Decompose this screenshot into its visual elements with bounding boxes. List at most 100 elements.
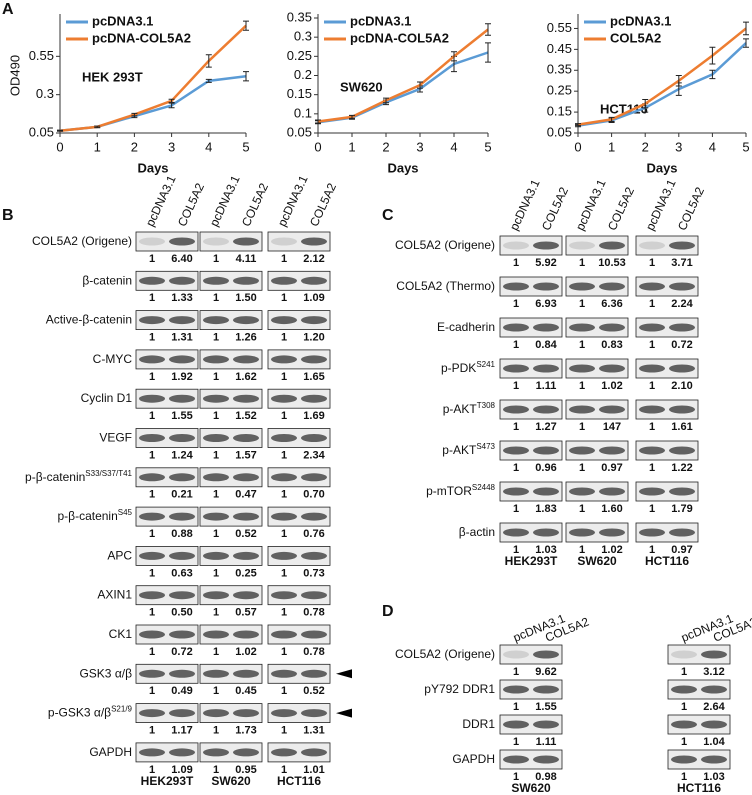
quantification: 6.93 (535, 298, 556, 310)
blot-band (503, 446, 529, 455)
quantification: 1.69 (303, 410, 324, 422)
y-tick-label: 0.1 (294, 105, 312, 120)
quantification: 1.22 (671, 462, 692, 474)
protein-label: C-MYC (93, 352, 133, 366)
blot-band (599, 528, 625, 537)
blot-band (569, 487, 595, 496)
blot-frame (499, 714, 563, 735)
error-bar (608, 116, 615, 122)
quantification: 3.71 (671, 257, 692, 269)
lane-label: COL5A2 (175, 181, 207, 229)
series-line (59, 24, 247, 132)
blot-frame (499, 522, 563, 543)
blot-band (671, 650, 697, 659)
blot-band (533, 685, 559, 694)
error-bar (168, 98, 175, 103)
quantification: 0.76 (303, 528, 324, 540)
quantification: 1 (579, 339, 585, 351)
blot-band (503, 241, 529, 250)
panel-letter: A (2, 1, 14, 18)
quantification: 1 (213, 725, 219, 737)
blot-frame (667, 714, 731, 735)
protein-name: β-catenin (82, 273, 132, 287)
panel-letter: B (2, 207, 14, 224)
quantification: 1.57 (235, 449, 256, 461)
quantification: 0.97 (671, 544, 692, 556)
blot-frame (635, 276, 699, 297)
blot-band (503, 487, 529, 496)
blot-frame (267, 231, 331, 252)
blot-frame (135, 506, 199, 527)
quantification: 1 (149, 567, 155, 579)
quantification: 1 (281, 528, 287, 540)
quantification: 1 (513, 257, 519, 269)
protein-label: p-mTORS2448 (426, 483, 495, 499)
x-tick-label: 3 (675, 139, 682, 154)
x-tick-label: 1 (94, 139, 101, 154)
quantification: 1 (213, 410, 219, 422)
x-tick-label: 4 (709, 139, 716, 154)
quantification: 1.09 (171, 764, 192, 776)
blot-band (639, 446, 665, 455)
blot-band (203, 434, 229, 442)
blot-band (203, 355, 229, 364)
x-tick-label: 4 (205, 139, 212, 154)
quantification: 1.02 (601, 544, 622, 556)
y-tick-label: 0.25 (547, 83, 572, 98)
quantification: 0.98 (535, 771, 556, 783)
blot-band (599, 323, 625, 332)
blot-frame (135, 310, 199, 331)
blot-band (139, 276, 165, 285)
quantification: 1 (213, 685, 219, 697)
quantification: 1.61 (671, 421, 692, 433)
error-bar (709, 46, 716, 65)
quantification: 1 (149, 371, 155, 383)
quantification: 6.40 (171, 253, 192, 265)
quantification: 0.88 (171, 528, 192, 540)
x-tick-label: 2 (382, 139, 389, 154)
x-tick-label: 3 (416, 139, 423, 154)
blot-band (169, 473, 195, 482)
protein-site: S21/9 (111, 704, 132, 713)
protein-label: COL5A2 (Origene) (395, 647, 495, 661)
quantification: 0.78 (303, 646, 324, 658)
blot-frame (565, 481, 629, 502)
quantification: 1 (213, 371, 219, 383)
blot-frame (667, 749, 731, 770)
blot-band (233, 237, 259, 246)
x-tick-label: 5 (742, 139, 749, 154)
cell-line-label: SW620 (511, 781, 551, 795)
protein-site: S45 (118, 508, 133, 517)
blot-band (233, 551, 259, 560)
cell-line-label: HEK293T (505, 554, 558, 568)
protein-name: E-cadherin (437, 320, 495, 334)
quantification: 1.52 (235, 410, 256, 422)
quantification: 1 (281, 371, 287, 383)
blot-band (233, 434, 259, 442)
quantification: 1.60 (601, 503, 622, 515)
blot-band (639, 282, 665, 291)
quantification: 1.83 (535, 503, 556, 515)
blot-band (301, 748, 327, 757)
blot-frame (135, 388, 199, 409)
x-tick-label: 1 (348, 139, 355, 154)
blot-frame (135, 585, 199, 606)
quantification: 5.92 (535, 257, 556, 269)
blot-band (169, 551, 195, 560)
quantification: 1.31 (303, 725, 324, 737)
blot-frame (267, 663, 331, 684)
y-tick-label: 0.15 (547, 104, 572, 119)
blot-band (169, 669, 195, 678)
quantification: 1.65 (303, 371, 324, 383)
lane-label: COL5A2 (307, 181, 339, 229)
blot-band (169, 709, 195, 718)
quantification: 1.03 (703, 771, 724, 783)
quantification: 1.26 (235, 332, 256, 344)
blot-band (569, 405, 595, 414)
quantification: 2.12 (303, 253, 324, 265)
blot-band (169, 434, 195, 442)
protein-name: Active-β-catenin (46, 313, 132, 327)
error-bar (575, 123, 581, 127)
blot-band (503, 405, 529, 414)
quantification: 1 (213, 764, 219, 776)
